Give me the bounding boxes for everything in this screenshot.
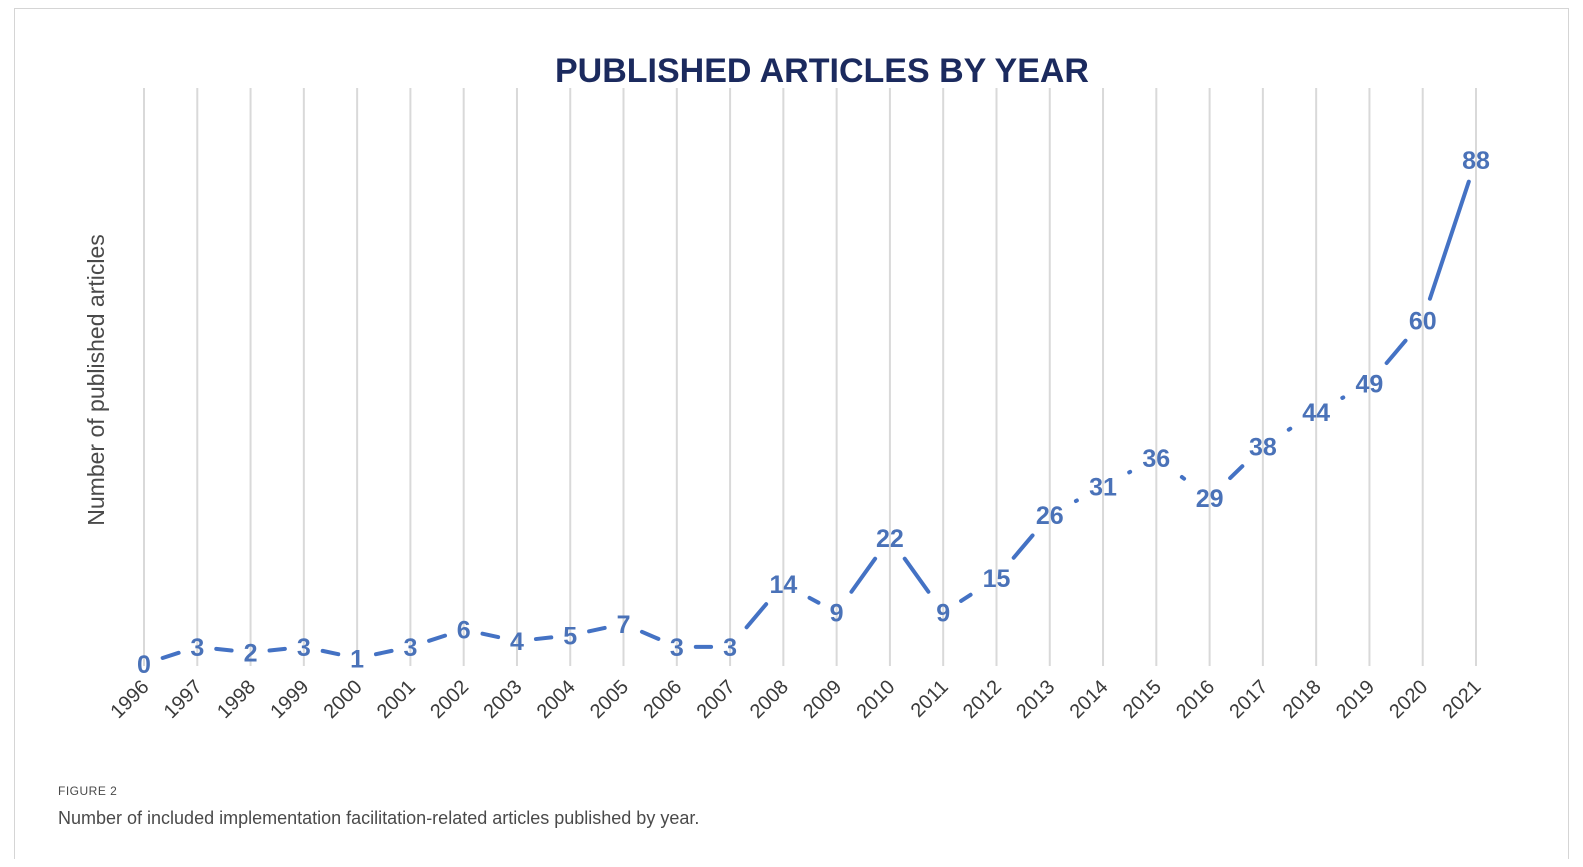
- line-chart: PUBLISHED ARTICLES BY YEAR Number of pub…: [83, 52, 1490, 723]
- data-label-2004: 5: [563, 622, 577, 650]
- series-segment-2019-2020: [1384, 338, 1408, 366]
- series-segment-2007-2008: [744, 602, 769, 630]
- data-label-2001: 3: [403, 634, 417, 662]
- data-label-2018: 44: [1302, 399, 1330, 427]
- x-tick-2009: 2009: [799, 676, 846, 723]
- x-tick-2005: 2005: [586, 676, 633, 723]
- data-label-2007: 3: [723, 634, 737, 662]
- x-tick-2019: 2019: [1332, 676, 1379, 723]
- x-tick-2018: 2018: [1279, 676, 1326, 723]
- data-label-1998: 2: [244, 640, 258, 668]
- x-tick-2020: 2020: [1385, 676, 1432, 723]
- series-segment-2016-2017: [1228, 464, 1245, 481]
- x-tick-2021: 2021: [1439, 676, 1486, 723]
- series-segment-2003-2004: [533, 635, 554, 642]
- data-label-2011: 9: [936, 599, 950, 627]
- series-segment-2008-2009: [807, 595, 821, 605]
- series-segment-1999-2000: [320, 648, 341, 657]
- series-segment-2001-2002: [427, 633, 448, 643]
- series-line-group: [160, 179, 1471, 660]
- data-label-2010: 22: [876, 525, 904, 553]
- data-label-2019: 49: [1356, 370, 1384, 398]
- data-label-2012: 15: [983, 565, 1011, 593]
- x-tick-2011: 2011: [907, 676, 953, 722]
- x-tick-2016: 2016: [1172, 676, 1219, 723]
- data-label-2000: 1: [350, 645, 364, 673]
- data-label-2020: 60: [1409, 307, 1437, 335]
- series-segment-2018-2019: [1340, 395, 1346, 400]
- data-label-2017: 38: [1249, 433, 1277, 461]
- series-segment-2017-2018: [1286, 426, 1293, 432]
- x-tick-2004: 2004: [533, 676, 580, 723]
- data-label-1996: 0: [137, 651, 151, 679]
- x-tick-2001: 2001: [373, 676, 420, 723]
- x-tick-2006: 2006: [639, 676, 686, 723]
- series-segment-2013-2014: [1073, 498, 1079, 504]
- x-tick-1999: 1999: [266, 676, 313, 723]
- x-tick-2010: 2010: [852, 676, 899, 723]
- series-segment-2000-2001: [373, 648, 394, 657]
- series-segment-1997-1998: [214, 646, 234, 653]
- series-segment-2020-2021: [1427, 179, 1471, 301]
- data-label-2003: 4: [510, 628, 524, 656]
- series-segment-2010-2011: [902, 556, 931, 594]
- x-tick-2000: 2000: [320, 676, 367, 723]
- x-axis-ticks: 1996 1997 1998 1999 2000 2001 2002 2003 2004 2005…: [107, 676, 1486, 723]
- figure-frame: [14, 8, 1569, 859]
- series-segment-2002-2003: [480, 631, 501, 640]
- gridlines: [143, 88, 1477, 666]
- data-label-2016: 29: [1196, 485, 1224, 513]
- series-segment-2004-2005: [587, 625, 607, 634]
- x-tick-2014: 2014: [1066, 676, 1113, 723]
- x-tick-2012: 2012: [959, 676, 1006, 723]
- data-label-2008: 14: [769, 571, 797, 599]
- series-segment-1998-1999: [267, 646, 287, 653]
- x-tick-1996: 1996: [107, 676, 154, 723]
- data-label-2013: 26: [1036, 502, 1064, 530]
- data-label-2009: 9: [830, 599, 844, 627]
- x-tick-2003: 2003: [479, 676, 526, 723]
- x-tick-2015: 2015: [1119, 676, 1166, 723]
- series-segment-2014-2015: [1127, 469, 1133, 475]
- data-label-2014: 31: [1089, 473, 1117, 501]
- x-tick-2002: 2002: [426, 676, 473, 723]
- series-segment-1996-1997: [160, 650, 181, 660]
- series-segment-2015-2016: [1179, 475, 1187, 481]
- data-label-2005: 7: [617, 611, 631, 639]
- series-segment-2011-2012: [959, 592, 973, 603]
- x-tick-2007: 2007: [693, 676, 740, 723]
- data-label-2015: 36: [1142, 445, 1170, 473]
- figure-label: FIGURE 2: [58, 784, 118, 798]
- series-segment-2005-2006: [639, 629, 661, 641]
- x-tick-1998: 1998: [213, 676, 260, 723]
- data-label-2006: 3: [670, 634, 684, 662]
- data-label-2021: 88: [1462, 147, 1490, 175]
- chart-title: PUBLISHED ARTICLES BY YEAR: [555, 52, 1089, 90]
- data-label-1997: 3: [190, 634, 204, 662]
- x-tick-1997: 1997: [160, 676, 207, 723]
- x-tick-2017: 2017: [1225, 676, 1272, 723]
- figure-caption: Number of included implementation facili…: [58, 808, 700, 828]
- x-tick-2013: 2013: [1012, 676, 1059, 723]
- series-segment-2012-2013: [1011, 533, 1035, 560]
- data-label-2002: 6: [457, 617, 471, 645]
- y-axis-label: Number of published articles: [83, 234, 109, 525]
- series-segment-2009-2010: [849, 556, 878, 594]
- data-label-1999: 3: [297, 634, 311, 662]
- x-tick-2008: 2008: [746, 676, 793, 723]
